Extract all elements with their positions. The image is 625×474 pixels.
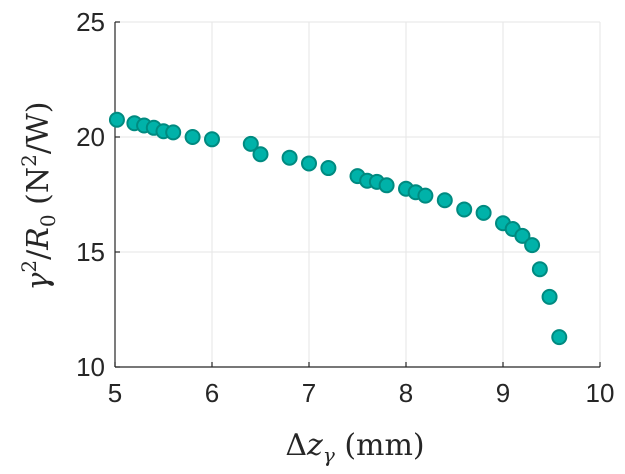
data-point	[320, 160, 337, 177]
x-tick-label: 8	[399, 378, 413, 408]
data-point	[417, 187, 434, 204]
data-point	[378, 177, 395, 194]
axes	[114, 21, 601, 368]
data-point	[184, 129, 201, 145]
data-point	[204, 131, 220, 148]
data-point	[541, 288, 558, 305]
tick-labels: 5 6 7 8 9 10 10 15 20 25	[76, 7, 614, 408]
data-point	[242, 135, 259, 152]
x-tick-label: 10	[586, 378, 615, 408]
data-points	[108, 111, 568, 346]
x-tick-label: 5	[108, 378, 122, 408]
data-point	[108, 111, 125, 128]
y-tick-label: 10	[76, 352, 105, 382]
y-tick-label: 15	[76, 237, 105, 267]
data-point	[301, 155, 317, 172]
x-axis-label: Δzγ (mm)	[285, 428, 424, 467]
y-tick-label: 20	[76, 122, 105, 152]
y-axis-label: γ2/R0 (N2/W)	[17, 102, 60, 291]
y-tick-label: 25	[76, 7, 105, 37]
x-tick-label: 7	[302, 378, 316, 408]
data-point	[551, 329, 568, 346]
data-point	[524, 237, 541, 254]
data-point	[531, 261, 548, 278]
grid	[114, 21, 601, 368]
data-point	[252, 146, 269, 163]
data-point	[165, 124, 182, 141]
data-point	[456, 201, 473, 218]
data-point	[436, 192, 453, 209]
x-tick-label: 6	[205, 378, 219, 408]
data-point	[281, 149, 298, 166]
data-point	[514, 227, 531, 244]
data-point	[475, 204, 492, 221]
x-tick-label: 9	[496, 378, 510, 408]
